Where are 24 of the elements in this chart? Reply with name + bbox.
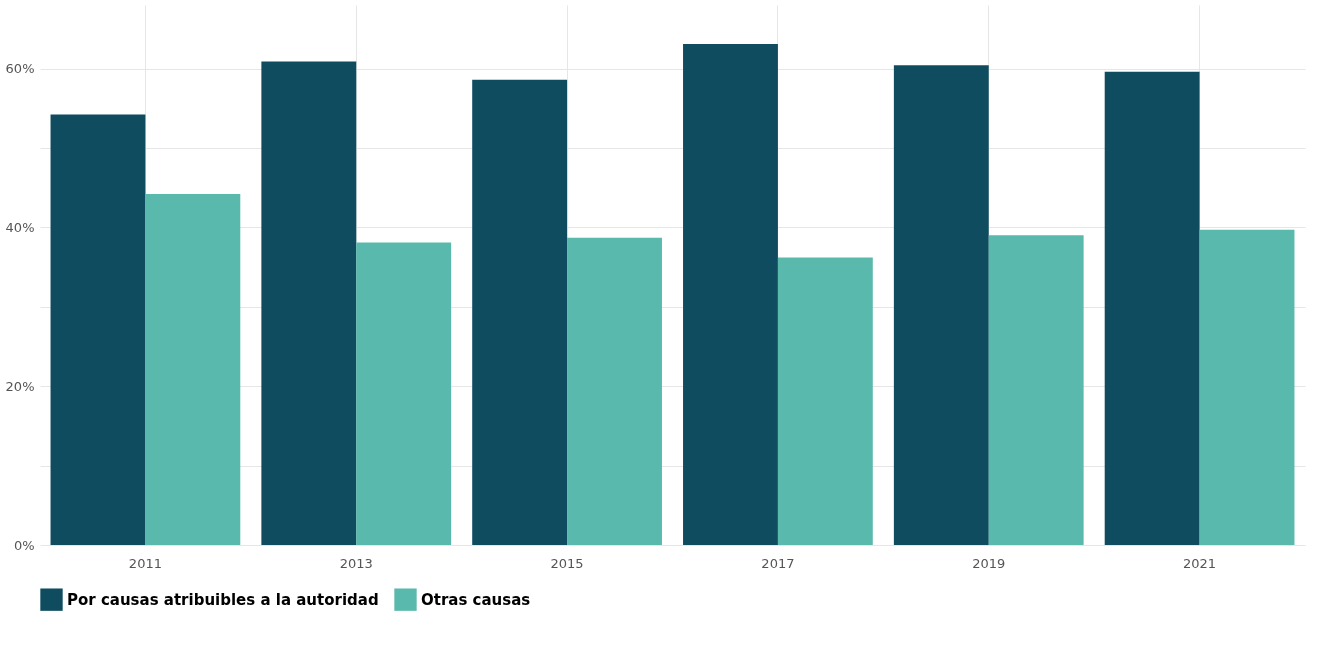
bar: [777, 257, 873, 545]
bar: [145, 194, 241, 545]
y-tick-label: 20%: [5, 378, 35, 394]
x-tick-label: 2017: [761, 555, 795, 571]
x-tick-label: 2021: [1183, 555, 1217, 571]
x-tick-label: 2013: [339, 555, 373, 571]
bar: [567, 237, 662, 545]
legend-label: Otras causas: [421, 590, 531, 609]
y-tick-label: 0%: [13, 537, 35, 553]
bar: [893, 65, 989, 545]
bar: [50, 114, 146, 545]
bar: [988, 235, 1084, 545]
bar: [1104, 71, 1200, 545]
bar: [356, 242, 452, 545]
legend-label: Por causas atribuibles a la autoridad: [67, 590, 379, 609]
bar: [683, 43, 778, 545]
x-tick-label: 2019: [972, 555, 1006, 571]
y-tick-label: 60%: [5, 61, 35, 77]
bar: [1199, 229, 1295, 545]
y-tick-label: 40%: [5, 219, 35, 235]
x-tick-label: 2015: [550, 555, 584, 571]
bar: [261, 61, 357, 545]
x-tick-label: 2011: [128, 555, 162, 571]
bar: [472, 79, 568, 545]
